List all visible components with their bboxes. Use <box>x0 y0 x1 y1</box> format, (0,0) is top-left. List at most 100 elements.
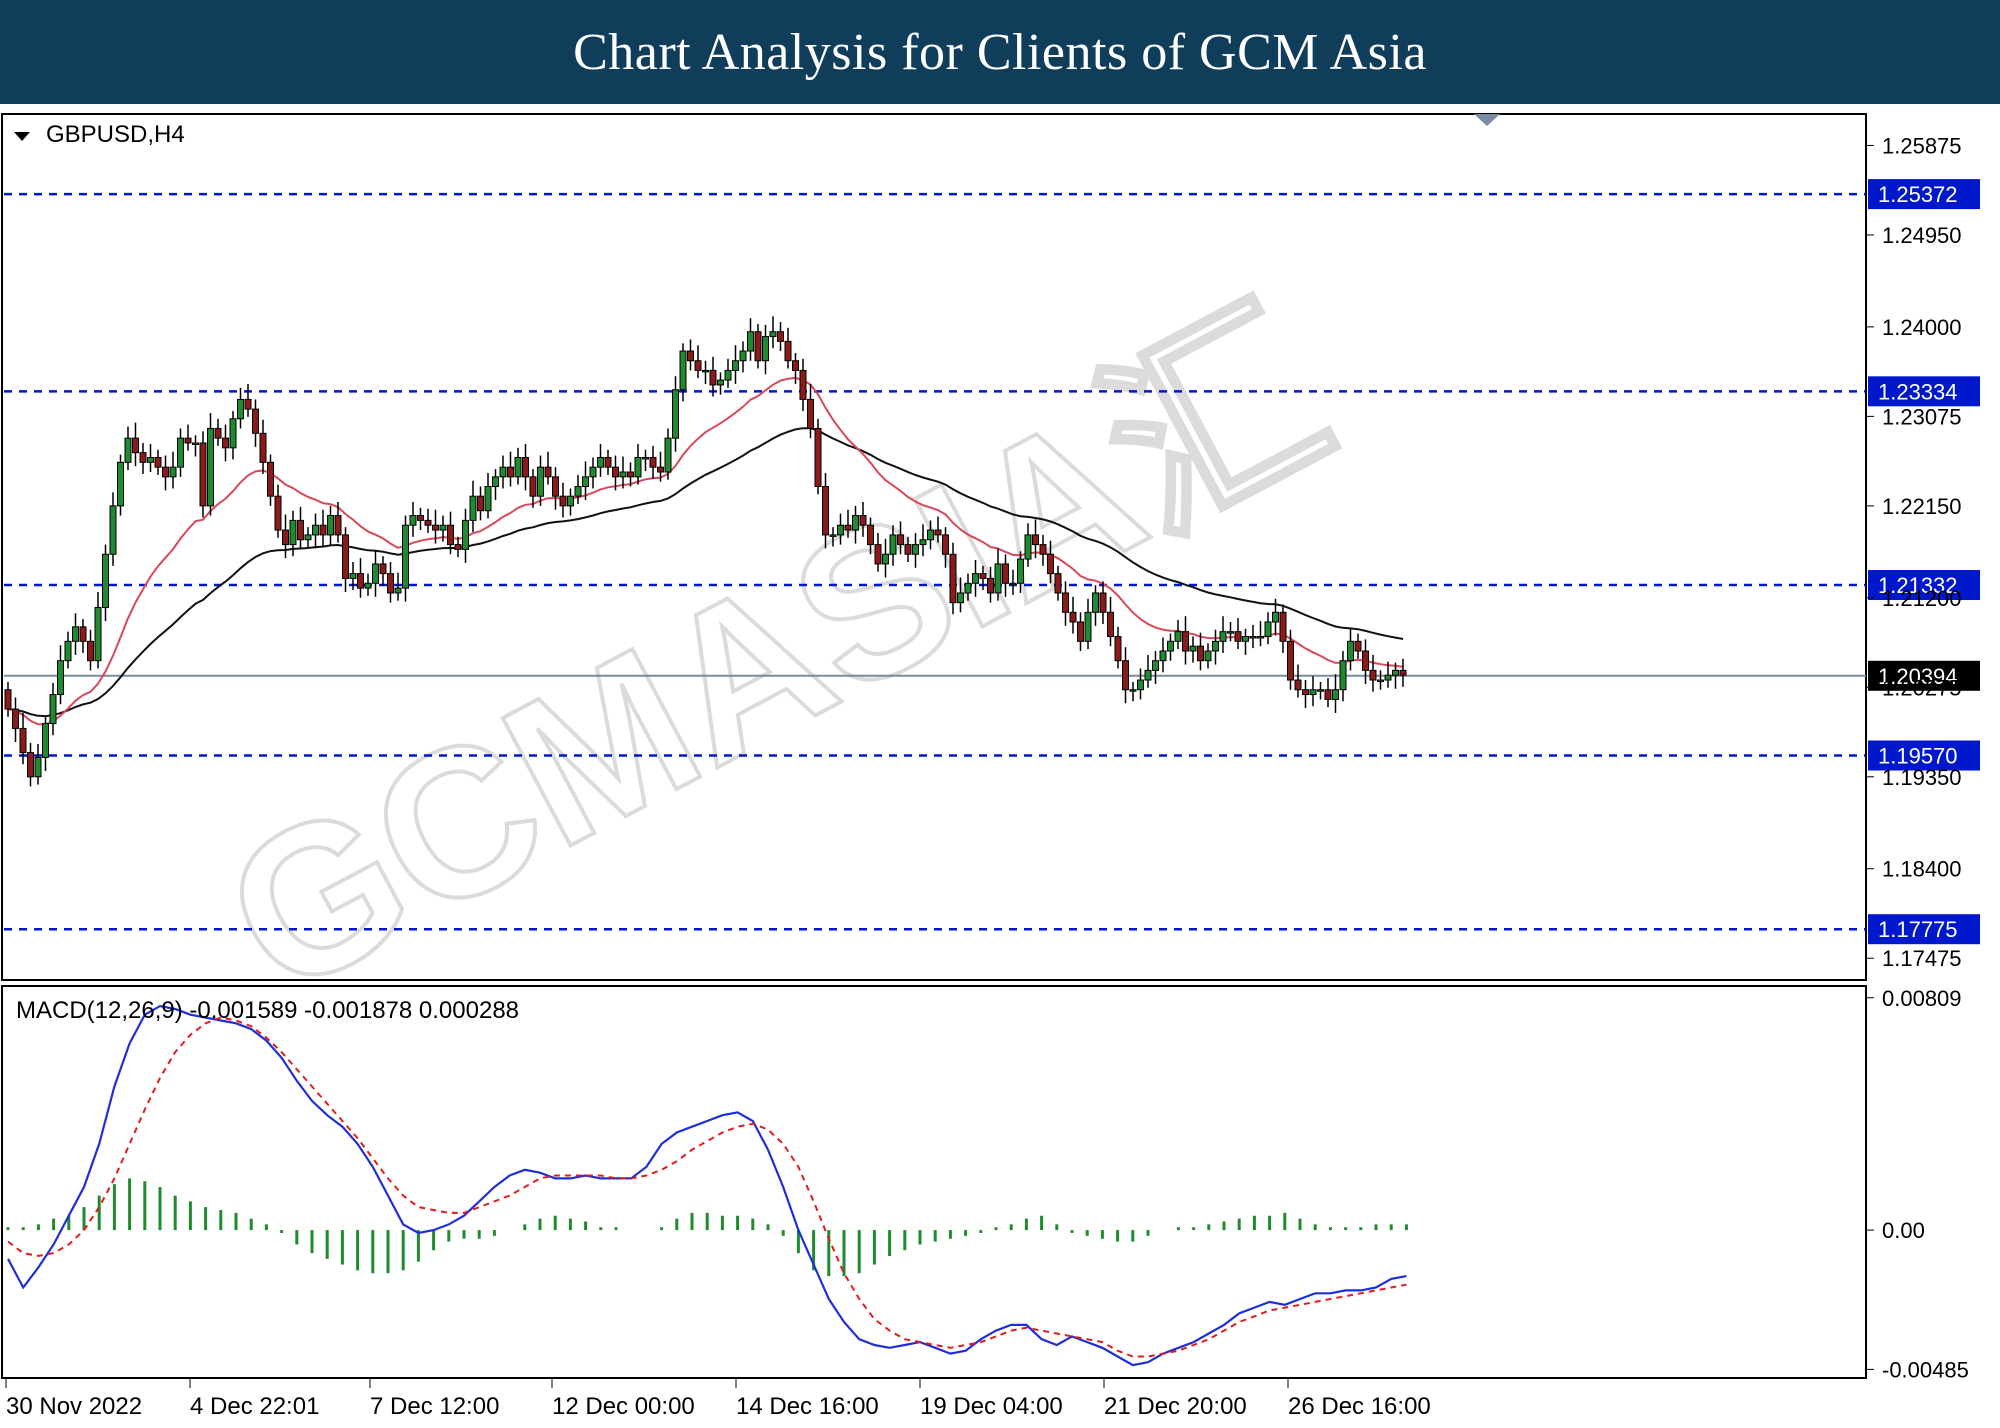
candle[interactable] <box>19 712 27 765</box>
candle[interactable] <box>567 488 574 516</box>
candle[interactable] <box>1062 581 1069 626</box>
candle[interactable] <box>1384 661 1392 688</box>
candle[interactable] <box>522 443 529 491</box>
candle[interactable] <box>927 520 934 550</box>
candle[interactable] <box>1324 678 1332 708</box>
candle[interactable] <box>777 322 784 352</box>
candle[interactable] <box>34 743 42 785</box>
candle[interactable] <box>717 372 724 395</box>
candle[interactable] <box>1137 668 1144 700</box>
candle[interactable] <box>642 449 649 472</box>
candle[interactable] <box>1309 676 1317 707</box>
candle[interactable] <box>1279 604 1287 653</box>
candle[interactable] <box>462 508 469 563</box>
candle[interactable] <box>1144 654 1152 688</box>
candle[interactable] <box>1024 523 1032 567</box>
candle[interactable] <box>327 505 334 545</box>
candle[interactable] <box>162 455 169 491</box>
candle[interactable] <box>1369 654 1377 692</box>
candle[interactable] <box>837 513 844 545</box>
candle[interactable] <box>792 352 799 384</box>
candle[interactable] <box>844 509 852 538</box>
candle[interactable] <box>634 443 642 485</box>
chart-shift-marker-icon[interactable] <box>1474 114 1500 126</box>
candle[interactable] <box>499 455 507 489</box>
candle[interactable] <box>1002 554 1009 597</box>
macd-panel[interactable] <box>1 985 1867 1379</box>
candle[interactable] <box>1047 540 1054 584</box>
candle[interactable] <box>289 510 297 557</box>
candle[interactable] <box>199 431 207 518</box>
candle[interactable] <box>859 502 867 537</box>
candle[interactable] <box>687 339 694 371</box>
candle[interactable] <box>177 428 184 477</box>
candle[interactable] <box>469 480 477 533</box>
candle[interactable] <box>117 454 124 516</box>
candle[interactable] <box>552 467 559 510</box>
candle[interactable] <box>604 449 612 475</box>
candle[interactable] <box>1099 581 1107 624</box>
candle[interactable] <box>319 509 327 547</box>
candle[interactable] <box>1347 627 1354 671</box>
candle[interactable] <box>972 560 979 597</box>
candle[interactable] <box>1152 651 1159 684</box>
candle[interactable] <box>657 451 664 482</box>
candle[interactable] <box>447 511 454 555</box>
candle[interactable] <box>537 455 544 506</box>
candle[interactable] <box>702 360 709 384</box>
candle[interactable] <box>979 565 987 591</box>
candle[interactable] <box>222 424 229 462</box>
candle[interactable] <box>1174 620 1182 650</box>
candle[interactable] <box>612 455 619 491</box>
candle[interactable] <box>957 577 964 613</box>
candle[interactable] <box>1032 519 1039 559</box>
candle[interactable] <box>432 509 439 544</box>
candle[interactable] <box>72 613 79 655</box>
candle[interactable] <box>484 472 492 519</box>
candle[interactable] <box>1317 681 1324 700</box>
candle[interactable] <box>334 502 342 543</box>
candle[interactable] <box>214 418 222 446</box>
candle[interactable] <box>597 443 604 477</box>
candle[interactable] <box>169 451 177 489</box>
candle[interactable] <box>342 527 349 592</box>
candle[interactable] <box>867 517 874 555</box>
candle[interactable] <box>132 422 139 467</box>
candle[interactable] <box>244 383 252 417</box>
candle[interactable] <box>147 443 154 473</box>
candle[interactable] <box>1212 629 1219 665</box>
candle[interactable] <box>64 631 72 669</box>
candle[interactable] <box>897 521 904 555</box>
candle[interactable] <box>589 457 597 489</box>
candle[interactable] <box>1017 551 1024 593</box>
candle[interactable] <box>1392 662 1399 689</box>
candle[interactable] <box>1129 681 1137 702</box>
candle[interactable] <box>724 358 732 388</box>
candle[interactable] <box>79 619 87 653</box>
candle[interactable] <box>1009 569 1017 595</box>
candle[interactable] <box>994 548 1002 601</box>
candle[interactable] <box>1039 534 1047 566</box>
candle[interactable] <box>852 505 859 544</box>
candle[interactable] <box>424 508 432 533</box>
candle[interactable] <box>1107 596 1114 647</box>
candle[interactable] <box>274 484 282 538</box>
candle[interactable] <box>387 561 394 603</box>
candle[interactable] <box>732 345 739 384</box>
candle[interactable] <box>1069 596 1077 634</box>
candle[interactable] <box>1264 612 1272 645</box>
candle[interactable] <box>267 454 274 506</box>
candle[interactable] <box>1399 658 1407 687</box>
candle[interactable] <box>237 387 244 429</box>
candle[interactable] <box>627 462 634 487</box>
candle[interactable] <box>1287 629 1294 690</box>
candle[interactable] <box>1167 633 1174 661</box>
candle[interactable] <box>649 445 657 479</box>
candle[interactable] <box>1122 647 1129 704</box>
candle[interactable] <box>124 426 132 471</box>
candle[interactable] <box>259 419 267 474</box>
candle[interactable] <box>1302 680 1309 709</box>
candle[interactable] <box>372 550 379 597</box>
candle[interactable] <box>1339 651 1347 702</box>
